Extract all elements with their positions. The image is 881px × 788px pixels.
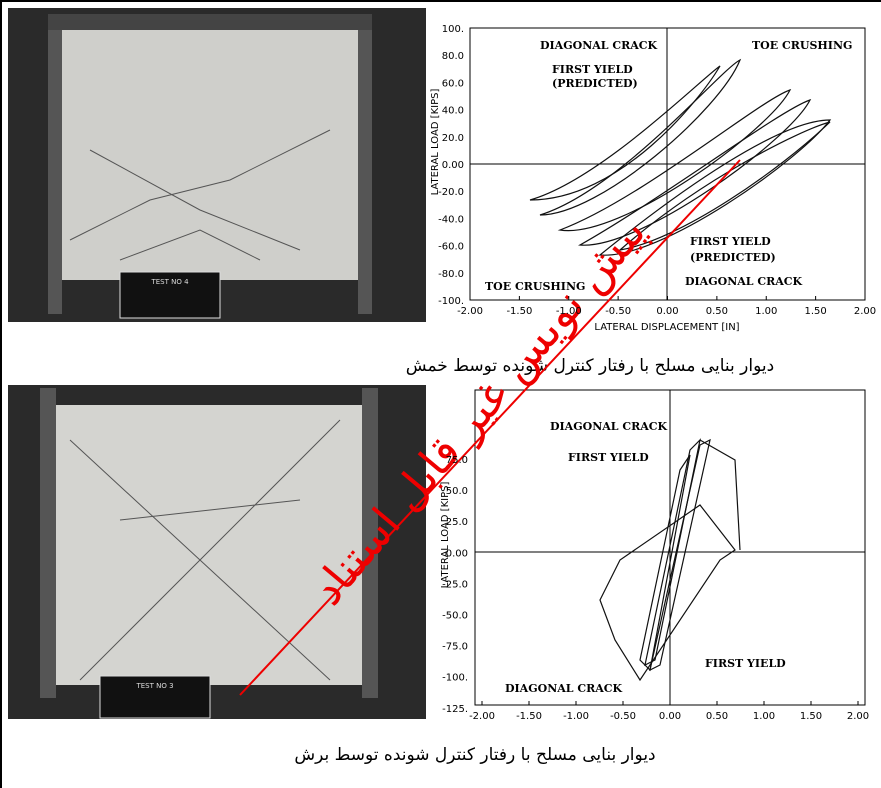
x-tick-label: 2.00 [847, 711, 869, 722]
y-tick-label: 80.0 [442, 51, 464, 62]
y-tick-label: 20.0 [442, 133, 464, 144]
annotation: (PREDICTED) [552, 77, 638, 90]
caption: دیوار بنایی مسلح با رفتار کنترل شونده تو… [294, 745, 655, 765]
annotation: DIAGONAL CRACK [685, 275, 803, 288]
x-tick-label: -0.50 [610, 711, 636, 722]
x-tick-label: -0.50 [605, 306, 631, 317]
x-tick-label: -1.50 [516, 711, 542, 722]
x-tick-label: 1.50 [804, 306, 826, 317]
x-tick-label: 0.50 [706, 711, 728, 722]
y-tick-label: -50.0 [442, 611, 468, 622]
y-axis-label: LATERAL LOAD [KIPS] [430, 89, 441, 196]
x-tick-label: -2.00 [457, 306, 483, 317]
x-tick-label: 1.00 [755, 306, 777, 317]
x-axis-label: LATERAL DISPLACEMENT [IN] [594, 322, 739, 333]
y-tick-label: -20.0 [438, 187, 464, 198]
y-axis-label: LATERAL LOAD [KIPS] [440, 482, 451, 589]
y-tick-label: -25.0 [442, 579, 468, 590]
annotation: TOE CRUSHING [752, 39, 852, 52]
annotation: DIAGONAL CRACK [505, 682, 623, 695]
x-tick-label: -1.00 [556, 306, 582, 317]
annotation: FIRST YIELD [705, 657, 786, 670]
annotation: (PREDICTED) [690, 251, 776, 264]
x-tick-label: -1.50 [506, 306, 532, 317]
x-tick-label: 2.00 [854, 306, 876, 317]
y-tick-label: 40.0 [442, 106, 464, 117]
y-tick-label: 60.0 [442, 78, 464, 89]
annotation: FIRST YIELD [568, 451, 649, 464]
x-tick-label: 0.00 [659, 711, 681, 722]
y-tick-label: 0.00 [442, 160, 464, 171]
photo: TEST NO 4 [8, 8, 426, 322]
y-tick-label: -125. [442, 704, 468, 715]
x-tick-label: 0.00 [656, 306, 678, 317]
y-tick-label: -80.0 [438, 269, 464, 280]
annotation: DIAGONAL CRACK [540, 39, 658, 52]
y-tick-label: -75.0 [442, 642, 468, 653]
y-tick-label: -40.0 [438, 214, 464, 225]
y-tick-label: 50.0 [446, 486, 468, 497]
x-tick-label: -1.00 [563, 711, 589, 722]
page: TEST NO 4 TEST NO 3 LATERAL LOAD [KIPS] … [0, 0, 881, 788]
y-tick-label: 25.0 [446, 517, 468, 528]
y-tick-label: 100. [442, 24, 464, 35]
annotation: FIRST YIELD [690, 235, 771, 248]
y-tick-label: 0.00 [446, 548, 468, 559]
y-tick-label: 75.0 [446, 455, 468, 466]
annotation: FIRST YIELD [552, 63, 633, 76]
x-tick-label: 0.50 [706, 306, 728, 317]
photo-sign: TEST NO 3 [135, 682, 173, 690]
y-tick-label: -100. [442, 673, 468, 684]
x-tick-label: 1.00 [753, 711, 775, 722]
y-tick-label: -60.0 [438, 242, 464, 253]
annotation: DIAGONAL CRACK [550, 420, 668, 433]
x-tick-label: -2.00 [469, 711, 495, 722]
photo-sign: TEST NO 4 [150, 278, 189, 286]
x-tick-label: 1.50 [800, 711, 822, 722]
caption: دیوار بنایی مسلح با رفتار کنترل شونده تو… [406, 356, 774, 376]
